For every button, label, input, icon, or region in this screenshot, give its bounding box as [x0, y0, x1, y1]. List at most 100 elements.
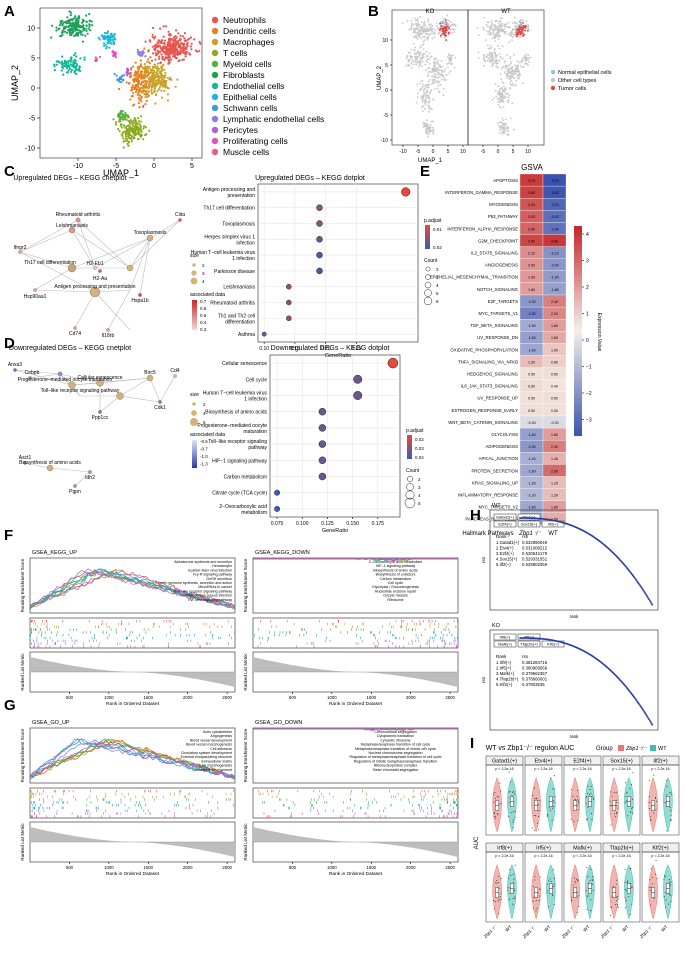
umap-a-point — [138, 50, 141, 53]
umap-a-point — [138, 73, 141, 76]
umap-a-point — [160, 89, 163, 92]
umap-a-point — [65, 71, 68, 74]
gsea-legend-6: Glycolysis / Gluconeogenesis — [372, 585, 419, 589]
umap-b-point — [509, 57, 512, 60]
umap-b-point — [421, 96, 424, 98]
gsva-cell-value: -2.00 — [527, 445, 535, 449]
gsva-cell-value: 0.50 — [551, 409, 558, 413]
umap-a-point — [153, 76, 156, 79]
legend-a-label-6: Endothelial cells — [223, 81, 284, 91]
rss-row-val: 0.531008212 — [522, 546, 548, 551]
gsva-cell-value: 0.60 — [528, 385, 535, 389]
umap-b-point — [496, 92, 499, 95]
gsea-hits-frame — [29, 617, 236, 649]
violin-point — [587, 818, 589, 820]
umap-b-point — [521, 59, 524, 62]
umap-b-point — [423, 26, 425, 29]
umap-a-point — [128, 125, 131, 128]
umap-b-point — [425, 101, 428, 104]
umap-a-point — [183, 31, 186, 35]
cnet-label-2: Toxoplasmosis — [134, 230, 167, 236]
umap-b-point — [503, 87, 506, 90]
umap-a-point — [138, 94, 141, 97]
gsva-row-label: TNFA_SIGNALING_VIA_NFKB — [458, 359, 518, 364]
umap-a-cluster-0 — [144, 25, 202, 65]
gsva-row-label: INFLAMMATORY_RESPONSE — [458, 492, 518, 497]
umap-b-point — [425, 126, 428, 129]
umap-a-point — [160, 53, 163, 56]
violin-point — [616, 799, 617, 801]
umap-b-point — [417, 23, 420, 25]
gsea-legend-0: 2–Oxocarboxylic acid metabolism — [369, 560, 423, 564]
umap-b-ylabel: UMAP_2 — [377, 65, 383, 90]
umap-b-point — [436, 76, 439, 79]
umap-b-point — [505, 31, 507, 33]
dot-category-label: 2−Oxocarboxylic acid — [219, 504, 267, 510]
umap-b-point — [499, 25, 501, 28]
umap-b-point — [421, 44, 424, 46]
umap-a-point — [137, 116, 140, 120]
violin-point — [589, 789, 591, 790]
umap-a-point — [103, 34, 106, 38]
gsea-legend-1: HIF–1 signaling pathway — [376, 564, 416, 568]
umap-b-point — [500, 87, 503, 89]
violin-point — [510, 781, 512, 783]
violin-point — [546, 813, 548, 815]
umap-a-point — [163, 89, 166, 92]
umap-a-point — [120, 123, 123, 126]
umap-a-point — [132, 65, 135, 68]
umap-b-point — [507, 75, 510, 77]
umap-a-point — [76, 31, 79, 35]
violin-point — [500, 893, 502, 895]
umap-b-point — [498, 29, 500, 32]
umap-a-point — [88, 13, 91, 16]
umap-a-point — [141, 54, 144, 57]
umap-b-point — [448, 72, 451, 75]
umap-b-point — [410, 25, 413, 28]
gsva-row-label: PROTEIN_SECRETION — [471, 468, 518, 473]
cnet-d-assoc-label: -0.5 — [200, 439, 208, 444]
umap-a-point — [172, 52, 175, 55]
umap-a-point — [103, 44, 106, 47]
umap-a-point — [128, 72, 131, 75]
umap-a-point — [118, 130, 121, 133]
gsea-es-frame — [252, 727, 459, 784]
umap-b-point — [508, 71, 511, 74]
umap-b-point — [424, 84, 427, 87]
dot-category-label: Rheumatoid arthritis — [210, 301, 255, 307]
violin-point — [538, 829, 540, 831]
umap-b-point — [422, 85, 425, 88]
umap-b-point — [509, 78, 512, 81]
umap-a-point — [113, 41, 116, 44]
violin-point — [532, 885, 534, 887]
violin-point — [497, 796, 499, 798]
violin-point — [669, 893, 671, 895]
rss-row-name: 4.Sox15(+) — [496, 557, 518, 562]
gsva-row-label: E2F_TARGETS — [488, 299, 518, 304]
umap-b-point — [428, 66, 431, 69]
umap-a-point — [160, 81, 163, 84]
umap-b-point — [437, 90, 440, 93]
gsva-cell-value: -1.20 — [527, 481, 535, 485]
umap-a-point — [139, 135, 143, 138]
violin-point — [591, 813, 592, 815]
umap-a-point — [184, 51, 187, 54]
umap-b-point — [510, 79, 513, 82]
violin-point — [664, 891, 666, 893]
umap-a-point — [147, 48, 150, 52]
violin-point — [576, 796, 578, 797]
violin-point — [576, 878, 578, 880]
umap-b-point — [448, 56, 451, 59]
violin-point — [512, 898, 514, 900]
umap-a-point — [158, 71, 162, 74]
umap-b-point — [518, 75, 521, 77]
gsva-cell-value: -1.80 — [527, 433, 535, 437]
rss-xlabel-wt: rank — [570, 614, 580, 619]
tick-b-x-label: -10 — [399, 149, 406, 155]
dot-category-label: 1 infection — [244, 397, 267, 403]
umap-b-point — [411, 59, 414, 62]
umap-a-point — [130, 127, 133, 130]
umap-a-point — [68, 30, 71, 33]
violin-point — [514, 816, 516, 818]
